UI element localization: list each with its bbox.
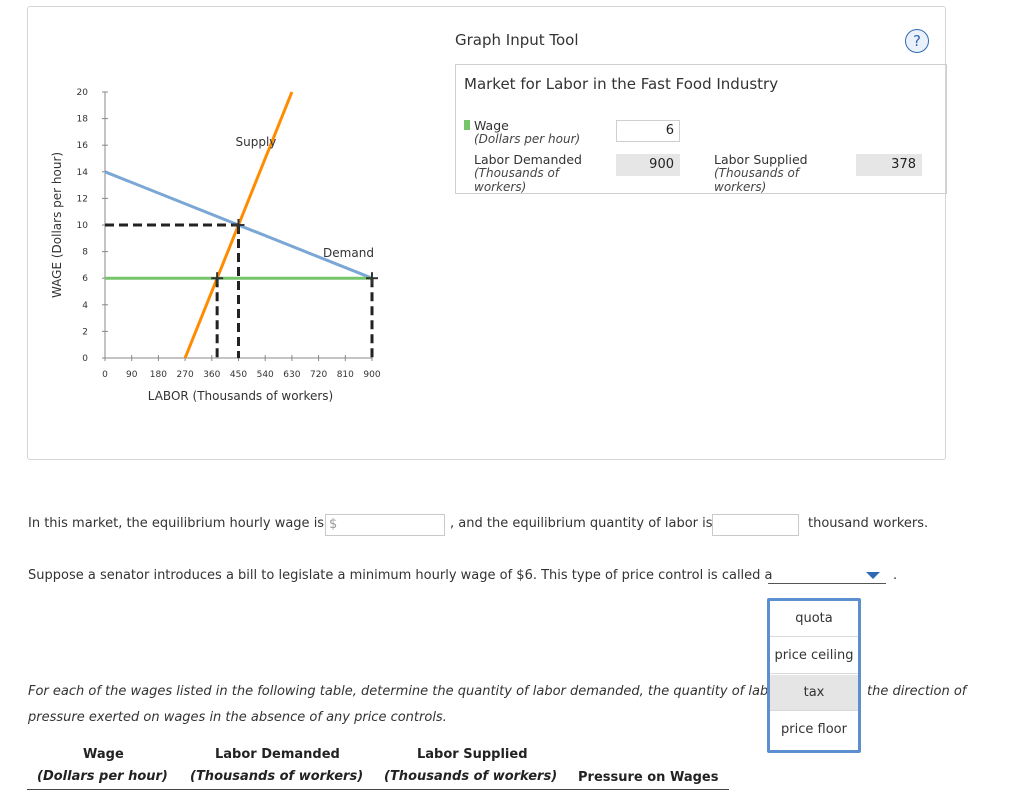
dropdown-option-quota[interactable]: quota [770,601,858,637]
y-axis-label: WAGE (Dollars per hour) [50,152,64,298]
equilibrium-quantity-input[interactable] [712,514,799,536]
y-tick-label: 8 [82,248,88,258]
labor-supplied-label: Labor Supplied [714,152,808,167]
y-tick-label: 0 [82,354,88,364]
labor-supplied-field-label: Labor Supplied (Thousands of workers) [714,153,808,194]
y-tick-label: 10 [77,221,89,231]
question-equilibrium-mid: , and the equilibrium quantity of labor … [450,516,713,531]
wage-swatch-icon [464,120,470,130]
x-tick-label: 0 [102,370,108,380]
help-icon[interactable]: ? [905,29,929,53]
dropdown-option-tax[interactable]: tax [770,675,858,711]
table-header-rule [27,789,729,790]
labor-demanded-sub2: workers) [474,180,527,194]
wage-field-label: Wage (Dollars per hour) [464,119,580,146]
labor-demanded-sub1: (Thousands of [474,166,560,180]
x-tick-label: 180 [150,370,167,380]
price-control-dropdown-menu: quota price ceiling tax price floor [767,598,861,753]
x-tick-label: 90 [126,370,138,380]
x-tick-label: 540 [257,370,274,380]
labor-demanded-label: Labor Demanded [474,152,582,167]
x-tick-label: 360 [203,370,220,380]
equilibrium-wage-input[interactable]: $ [325,514,445,536]
table-header-labor-demanded: Labor Demanded [215,747,340,762]
labor-market-chart[interactable]: 0 90 180 270 360 450 540 630 720 810 9000246810121… [28,7,945,459]
question-table-line2: pressure exerted on wages in the absence… [28,710,447,725]
table-header-labor-supplied: Labor Supplied [417,747,528,762]
labor-demanded-value: 900 [616,154,680,176]
question-price-control-period: . [893,568,898,583]
x-tick-label: 810 [337,370,354,380]
price-control-dropdown[interactable] [768,583,886,584]
demand-label: Demand [323,246,374,260]
y-tick-label: 16 [77,141,89,151]
labor-supplied-sub1: (Thousands of [714,166,800,180]
wage-label: Wage [474,118,509,133]
y-tick-label: 2 [82,327,88,337]
y-tick-label: 6 [82,274,88,284]
x-tick-label: 450 [230,370,247,380]
market-title: Market for Labor in the Fast Food Indust… [464,75,779,93]
y-tick-label: 12 [77,194,88,204]
y-tick-label: 20 [77,88,89,98]
y-tick-label: 14 [77,168,89,178]
table-header-labor-demanded-sub: (Thousands of workers) [190,769,364,784]
question-equilibrium-prefix: In this market, the equilibrium hourly w… [28,516,325,531]
x-tick-label: 900 [363,370,380,380]
question-price-control: Suppose a senator introduces a bill to l… [28,568,773,583]
dropdown-option-price-ceiling[interactable]: price ceiling [770,638,858,674]
y-tick-label: 18 [77,115,89,125]
table-header-wage-sub: (Dollars per hour) [37,769,168,784]
labor-supplied-value: 378 [856,154,922,176]
x-tick-label: 630 [283,370,300,380]
y-tick-label: 4 [82,301,88,311]
x-tick-label: 270 [177,370,194,380]
chevron-down-icon[interactable] [866,572,880,579]
labor-demanded-field-label: Labor Demanded (Thousands of workers) [474,153,582,194]
labor-supplied-sub2: workers) [714,180,767,194]
supply-label: Supply [236,135,277,149]
question-equilibrium-suffix: thousand workers. [808,516,929,531]
table-header-wage: Wage [83,747,124,762]
wage-sub-label: (Dollars per hour) [474,132,581,146]
table-header-pressure: Pressure on Wages [578,770,719,785]
dropdown-option-price-floor[interactable]: price floor [770,712,858,748]
question-table-line1: For each of the wages listed in the foll… [28,684,777,699]
x-axis-label: LABOR (Thousands of workers) [148,389,334,403]
question-table-line1-end: the direction of [867,684,967,699]
graph-input-tool-box: Market for Labor in the Fast Food Indust… [455,64,947,194]
graph-panel: 0 90 180 270 360 450 540 630 720 810 900 0 2 4 6 8 10 12 1… [27,6,947,460]
graph-input-tool-title: Graph Input Tool [455,31,579,49]
wage-input[interactable]: 6 [616,120,680,142]
table-header-labor-supplied-sub: (Thousands of workers) [384,769,558,784]
x-tick-label: 720 [310,370,327,380]
